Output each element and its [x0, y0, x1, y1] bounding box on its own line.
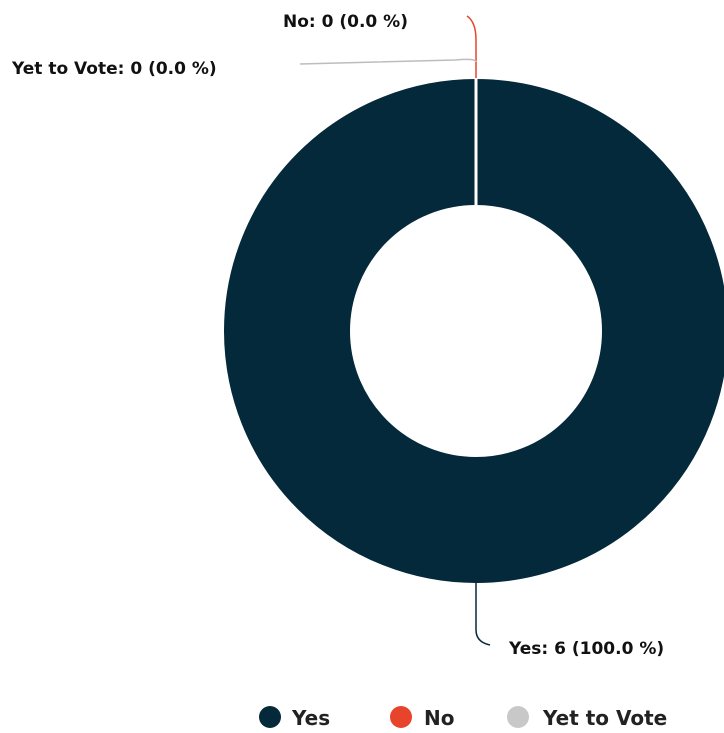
legend-label-yet-to-vote: Yet to Vote — [542, 706, 667, 730]
legend-marker-yes — [259, 706, 281, 728]
legend-item-yet-to-vote[interactable]: Yet to Vote — [507, 706, 667, 730]
legend-label-no: No — [424, 706, 454, 730]
label-no: No: 0 (0.0 %) — [283, 12, 408, 32]
legend-marker-no — [390, 706, 412, 728]
leader-line-no — [466, 15, 477, 78]
legend-marker-yet-to-vote — [507, 706, 529, 728]
leader-line-yet-to-vote — [299, 58, 477, 65]
legend: Yes No Yet to Vote — [259, 706, 667, 730]
leader-line-yes — [475, 583, 491, 646]
legend-item-no[interactable]: No — [390, 706, 454, 730]
legend-label-yes: Yes — [291, 706, 330, 730]
label-yes: Yes: 6 (100.0 %) — [508, 639, 664, 659]
label-yet-to-vote: Yet to Vote: 0 (0.0 %) — [11, 59, 217, 79]
legend-item-yes[interactable]: Yes — [259, 706, 330, 730]
